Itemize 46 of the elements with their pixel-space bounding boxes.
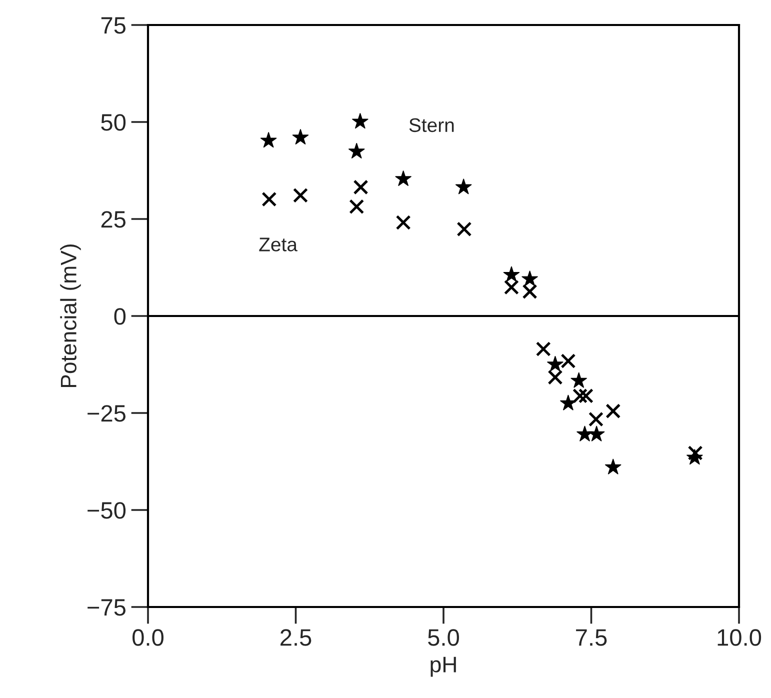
point	[560, 394, 576, 410]
point	[395, 170, 412, 186]
point	[578, 388, 594, 404]
y-axis-title: Potencial (mV)	[60, 244, 81, 388]
y-tick-label: −50	[88, 502, 126, 519]
point	[576, 426, 594, 442]
y-tick-label: 25	[101, 211, 126, 228]
point	[503, 266, 520, 282]
x-tick-label: 5.0	[428, 629, 459, 646]
point	[560, 354, 576, 369]
point	[292, 188, 308, 203]
point	[262, 192, 277, 207]
point	[292, 128, 309, 145]
text: Stern	[409, 118, 454, 132]
point	[604, 458, 622, 474]
point	[456, 222, 472, 237]
x-tick-label: 10.0	[718, 629, 762, 646]
x-tick-label: 0.0	[132, 629, 164, 646]
point	[588, 426, 605, 442]
y-tick-label: 50	[101, 114, 126, 131]
point	[588, 412, 604, 427]
x-tick-label: 2.5	[280, 629, 312, 646]
point	[522, 270, 538, 286]
point	[349, 199, 364, 214]
series-label: Zeta	[259, 238, 298, 252]
point	[260, 132, 277, 148]
point	[396, 214, 411, 230]
x-tick-label: 7.5	[576, 629, 607, 646]
point	[536, 341, 551, 356]
point	[455, 178, 472, 194]
point	[606, 404, 621, 419]
y-tick-label: 75	[101, 17, 126, 34]
point	[688, 445, 703, 460]
y-tick-label: −25	[88, 405, 126, 422]
point	[348, 142, 365, 159]
y-tick-label: 0	[114, 308, 126, 325]
point	[546, 356, 564, 372]
x-axis-title: pH	[430, 656, 456, 677]
point	[548, 370, 563, 385]
y-tick-label: −75	[88, 599, 126, 616]
point	[572, 388, 588, 404]
point	[353, 180, 368, 195]
point	[570, 372, 588, 388]
point	[352, 112, 368, 129]
point	[522, 284, 538, 300]
point	[504, 280, 519, 295]
